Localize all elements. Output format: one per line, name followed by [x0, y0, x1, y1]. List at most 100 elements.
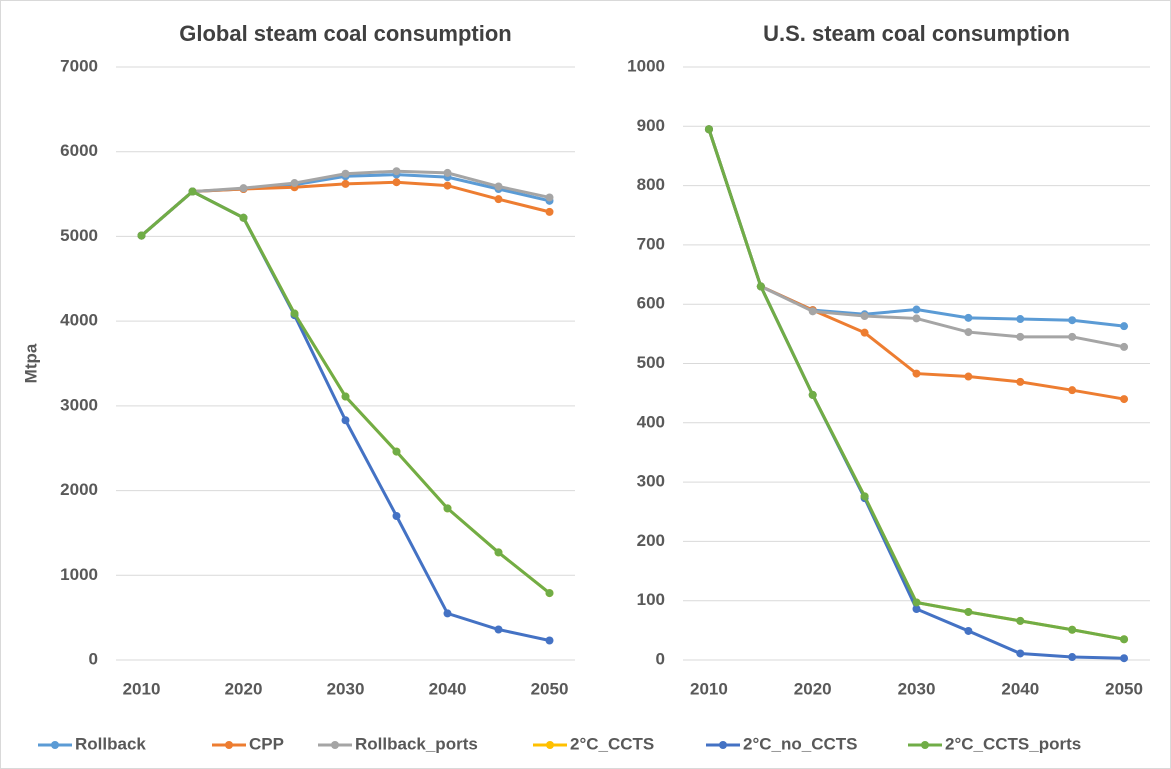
legend-marker — [546, 741, 554, 749]
data-point — [1120, 395, 1129, 404]
legend-label: 2°C_no_CCTS — [743, 734, 857, 753]
y-tick-label: 7000 — [60, 56, 98, 75]
data-point — [1068, 653, 1077, 662]
y-tick-label: 1000 — [627, 56, 665, 75]
data-point — [392, 511, 401, 520]
x-tick-label: 2010 — [690, 679, 728, 698]
data-point — [912, 305, 921, 314]
y-tick-label: 400 — [637, 412, 665, 431]
y-tick-label: 800 — [637, 175, 665, 194]
x-tick-label: 2040 — [429, 679, 467, 698]
y-tick-label: 1000 — [60, 565, 98, 584]
data-point — [392, 178, 401, 187]
legend-label: 2°C_CCTS_ports — [945, 734, 1081, 753]
data-point — [545, 589, 554, 598]
y-tick-label: 200 — [637, 531, 665, 550]
data-point — [964, 626, 973, 635]
data-point — [860, 492, 869, 501]
data-point — [1016, 315, 1025, 324]
data-point — [756, 282, 765, 291]
data-point — [1120, 342, 1129, 351]
data-point — [545, 193, 554, 202]
chart-title: Global steam coal consumption — [179, 21, 512, 46]
data-point — [137, 231, 146, 240]
legend-marker — [921, 741, 929, 749]
data-point — [964, 372, 973, 381]
data-point — [912, 314, 921, 323]
legend-label: 2°C_CCTS — [570, 734, 654, 753]
data-point — [290, 309, 299, 318]
data-point — [1120, 654, 1129, 663]
data-point — [443, 609, 452, 618]
data-point — [808, 307, 817, 316]
y-tick-label: 0 — [656, 649, 665, 668]
data-point — [860, 312, 869, 321]
data-point — [443, 504, 452, 513]
data-point — [964, 328, 973, 337]
data-point — [443, 168, 452, 177]
data-point — [341, 392, 350, 401]
data-point — [494, 625, 503, 634]
data-point — [341, 169, 350, 178]
y-tick-label: 100 — [637, 590, 665, 609]
y-tick-label: 5000 — [60, 226, 98, 245]
data-point — [545, 207, 554, 216]
legend-marker — [331, 741, 339, 749]
data-point — [392, 167, 401, 176]
legend-label: Rollback — [75, 734, 146, 753]
data-point — [290, 179, 299, 188]
data-point — [494, 182, 503, 191]
x-tick-label: 2030 — [327, 679, 365, 698]
data-point — [494, 195, 503, 204]
data-point — [1016, 616, 1025, 625]
data-point — [1016, 332, 1025, 341]
data-point — [1068, 316, 1077, 325]
y-tick-label: 4000 — [60, 311, 98, 330]
data-point — [704, 125, 713, 134]
data-point — [443, 181, 452, 190]
y-tick-label: 2000 — [60, 480, 98, 499]
data-point — [1068, 386, 1077, 395]
x-tick-label: 2020 — [794, 679, 832, 698]
x-tick-label: 2020 — [225, 679, 263, 698]
data-point — [239, 213, 248, 222]
legend-label: CPP — [249, 734, 284, 753]
data-point — [912, 598, 921, 607]
y-tick-label: 900 — [637, 116, 665, 135]
y-tick-label: 700 — [637, 234, 665, 253]
legend-marker — [719, 741, 727, 749]
data-point — [545, 636, 554, 645]
x-tick-label: 2030 — [898, 679, 936, 698]
y-tick-label: 500 — [637, 353, 665, 372]
y-tick-label: 3000 — [60, 395, 98, 414]
data-point — [964, 607, 973, 616]
data-point — [1120, 635, 1129, 644]
data-point — [1016, 377, 1025, 386]
data-point — [964, 313, 973, 322]
legend-marker — [51, 741, 59, 749]
y-tick-label: 300 — [637, 472, 665, 491]
data-point — [341, 416, 350, 425]
y-tick-label: 600 — [637, 294, 665, 313]
y-tick-label: 6000 — [60, 141, 98, 160]
y-axis-label: Mtpa — [21, 343, 40, 383]
data-point — [1068, 625, 1077, 634]
data-point — [1068, 332, 1077, 341]
data-point — [1016, 649, 1025, 658]
x-tick-label: 2010 — [123, 679, 161, 698]
data-point — [494, 548, 503, 557]
data-point — [341, 179, 350, 188]
data-point — [912, 605, 921, 614]
data-point — [392, 447, 401, 456]
x-tick-label: 2050 — [531, 679, 569, 698]
x-tick-label: 2050 — [1105, 679, 1143, 698]
data-point — [239, 184, 248, 193]
data-point — [1120, 322, 1129, 331]
x-tick-label: 2040 — [1001, 679, 1039, 698]
data-point — [808, 390, 817, 399]
data-point — [912, 369, 921, 378]
chart-title: U.S. steam coal consumption — [763, 21, 1070, 46]
legend-label: Rollback_ports — [355, 734, 478, 753]
